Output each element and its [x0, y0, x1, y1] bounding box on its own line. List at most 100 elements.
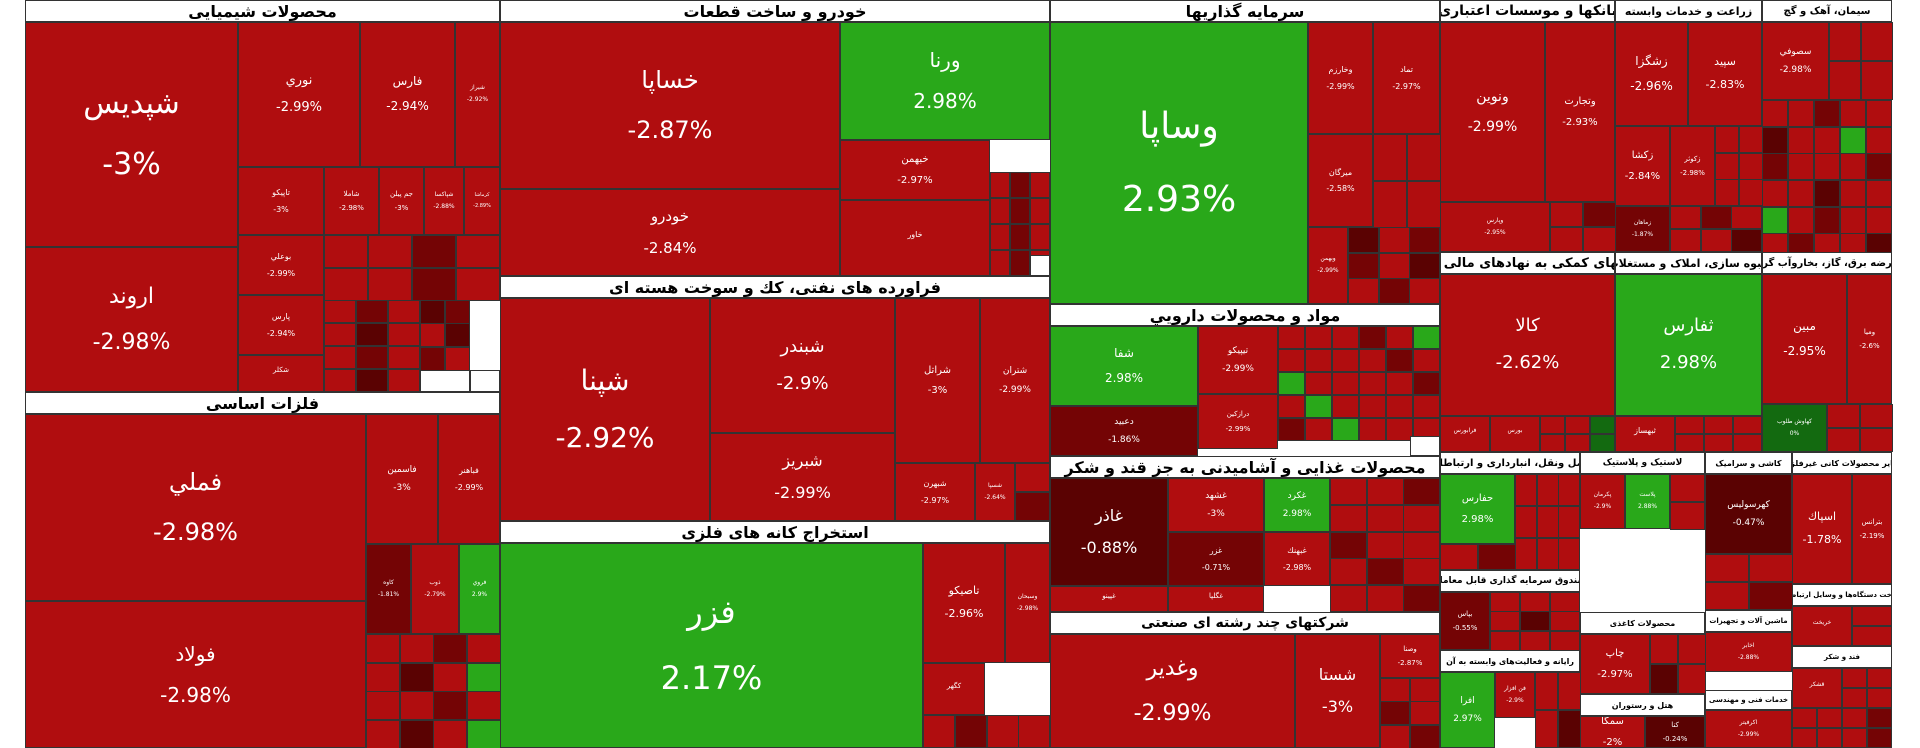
minor-stock-tile[interactable] — [1701, 206, 1732, 229]
minor-stock-tile[interactable] — [1583, 202, 1616, 227]
minor-stock-tile[interactable] — [1330, 505, 1367, 532]
minor-stock-tile[interactable] — [356, 300, 388, 323]
stock-tile[interactable]: غپينو — [1050, 586, 1168, 612]
minor-stock-tile[interactable] — [1407, 181, 1441, 228]
minor-stock-tile[interactable] — [1565, 416, 1590, 434]
stock-tile[interactable]: وتجارت -2.93% — [1545, 22, 1615, 202]
minor-stock-tile[interactable] — [324, 369, 356, 392]
stock-tile[interactable]: وخارزم -2.99% — [1308, 22, 1373, 134]
minor-stock-tile[interactable] — [388, 346, 420, 369]
minor-stock-tile[interactable] — [1842, 708, 1867, 728]
stock-tile[interactable]: خاور — [840, 200, 990, 276]
minor-stock-tile[interactable] — [1814, 180, 1840, 207]
minor-stock-tile[interactable] — [366, 663, 400, 692]
minor-stock-tile[interactable] — [1348, 227, 1379, 253]
stock-tile[interactable]: ثبهساز — [1615, 416, 1675, 452]
minor-stock-tile[interactable] — [1860, 428, 1893, 452]
minor-stock-tile[interactable] — [1814, 207, 1840, 234]
stock-tile[interactable]: بترانس -2.19% — [1852, 474, 1892, 584]
stock-tile[interactable]: سمگا -2% — [1580, 716, 1645, 748]
minor-stock-tile[interactable] — [1330, 558, 1367, 585]
minor-stock-tile[interactable] — [366, 691, 400, 720]
stock-tile[interactable]: درازكين -2.99% — [1198, 394, 1278, 449]
minor-stock-tile[interactable] — [1840, 100, 1866, 127]
minor-stock-tile[interactable] — [1359, 395, 1386, 418]
minor-stock-tile[interactable] — [1550, 611, 1580, 631]
stock-tile[interactable]: اسپاك -1.78% — [1792, 474, 1852, 584]
minor-stock-tile[interactable] — [1409, 253, 1440, 279]
stock-tile[interactable]: فباهنر -2.99% — [438, 414, 500, 544]
minor-stock-tile[interactable] — [1278, 395, 1305, 418]
stock-tile[interactable]: بورس — [1490, 416, 1540, 452]
minor-stock-tile[interactable] — [467, 663, 501, 692]
minor-stock-tile[interactable] — [324, 235, 368, 268]
minor-stock-tile[interactable] — [1332, 349, 1359, 372]
minor-stock-tile[interactable] — [1030, 224, 1050, 250]
minor-stock-tile[interactable] — [1515, 538, 1537, 570]
minor-stock-tile[interactable] — [1386, 372, 1413, 395]
minor-stock-tile[interactable] — [1386, 326, 1413, 349]
minor-stock-tile[interactable] — [1715, 126, 1739, 153]
minor-stock-tile[interactable] — [1739, 153, 1763, 180]
stock-tile[interactable]: مبين -2.95% — [1762, 274, 1847, 404]
stock-tile[interactable]: وصنا -2.87% — [1380, 634, 1440, 678]
stock-tile[interactable]: شسپا -2.64% — [975, 463, 1015, 521]
minor-stock-tile[interactable] — [1788, 100, 1814, 127]
minor-stock-tile[interactable] — [1733, 434, 1762, 452]
minor-stock-tile[interactable] — [1030, 172, 1050, 198]
stock-tile[interactable]: زكشا -2.84% — [1615, 126, 1670, 206]
minor-stock-tile[interactable] — [445, 323, 470, 347]
minor-stock-tile[interactable] — [324, 346, 356, 369]
stock-tile[interactable]: كهرسوليس -0.47% — [1705, 474, 1792, 554]
minor-stock-tile[interactable] — [1330, 532, 1367, 559]
stock-tile[interactable]: سصوفي -2.98% — [1762, 22, 1829, 100]
stock-tile[interactable]: نوري -2.99% — [238, 22, 360, 167]
minor-stock-tile[interactable] — [1788, 153, 1814, 180]
minor-stock-tile[interactable] — [1409, 278, 1440, 304]
stock-tile[interactable]: تيپيكو -2.99% — [1198, 326, 1278, 394]
minor-stock-tile[interactable] — [1413, 326, 1440, 349]
minor-stock-tile[interactable] — [923, 715, 955, 748]
minor-stock-tile[interactable] — [1520, 631, 1550, 651]
stock-tile[interactable]: سپيد -2.83% — [1688, 22, 1762, 126]
stock-tile[interactable]: وسبحان -2.98% — [1005, 543, 1050, 663]
stock-tile[interactable]: اكرفيتر -2.99% — [1705, 710, 1792, 748]
minor-stock-tile[interactable] — [1558, 506, 1580, 538]
minor-stock-tile[interactable] — [1348, 253, 1379, 279]
minor-stock-tile[interactable] — [1359, 326, 1386, 349]
minor-stock-tile[interactable] — [1537, 474, 1559, 506]
minor-stock-tile[interactable] — [433, 634, 467, 663]
minor-stock-tile[interactable] — [1403, 585, 1440, 612]
stock-tile[interactable]: خودرو -2.84% — [500, 189, 840, 276]
minor-stock-tile[interactable] — [366, 634, 400, 663]
stock-tile[interactable]: ورنا 2.98% — [840, 22, 1050, 140]
minor-stock-tile[interactable] — [1788, 127, 1814, 154]
stock-tile[interactable]: بوعلي -2.99% — [238, 235, 324, 295]
minor-stock-tile[interactable] — [1840, 207, 1866, 234]
stock-tile[interactable]: قشكر — [1792, 668, 1842, 708]
minor-stock-tile[interactable] — [1537, 538, 1559, 570]
minor-stock-tile[interactable] — [1305, 349, 1332, 372]
stock-tile[interactable]: ميرگان -2.58% — [1308, 134, 1373, 227]
minor-stock-tile[interactable] — [1520, 611, 1550, 631]
minor-stock-tile[interactable] — [1705, 554, 1749, 582]
minor-stock-tile[interactable] — [1550, 227, 1583, 252]
stock-tile[interactable]: فملي -2.98% — [25, 414, 366, 601]
minor-stock-tile[interactable] — [1739, 179, 1763, 206]
minor-stock-tile[interactable] — [1866, 207, 1892, 234]
stock-tile[interactable]: غكرد 2.98% — [1264, 478, 1330, 532]
minor-stock-tile[interactable] — [356, 323, 388, 346]
minor-stock-tile[interactable] — [1520, 592, 1550, 612]
minor-stock-tile[interactable] — [1749, 554, 1793, 582]
minor-stock-tile[interactable] — [1018, 715, 1050, 748]
minor-stock-tile[interactable] — [1558, 538, 1580, 570]
minor-stock-tile[interactable] — [1762, 100, 1788, 127]
minor-stock-tile[interactable] — [1792, 708, 1817, 728]
minor-stock-tile[interactable] — [1367, 558, 1404, 585]
minor-stock-tile[interactable] — [1762, 153, 1788, 180]
stock-tile[interactable]: شستا -3% — [1295, 634, 1380, 748]
minor-stock-tile[interactable] — [368, 235, 412, 268]
stock-tile[interactable]: فزر 2.17% — [500, 543, 923, 748]
minor-stock-tile[interactable] — [456, 268, 500, 301]
minor-stock-tile[interactable] — [1540, 416, 1565, 434]
